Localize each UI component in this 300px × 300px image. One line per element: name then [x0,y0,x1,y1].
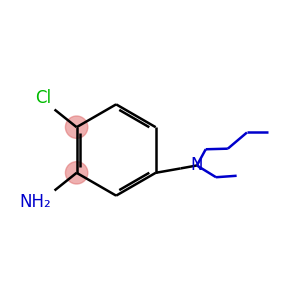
Circle shape [65,116,88,138]
Text: NH₂: NH₂ [20,193,52,211]
Circle shape [65,162,88,184]
Text: Cl: Cl [35,89,51,107]
Text: N: N [190,157,203,175]
